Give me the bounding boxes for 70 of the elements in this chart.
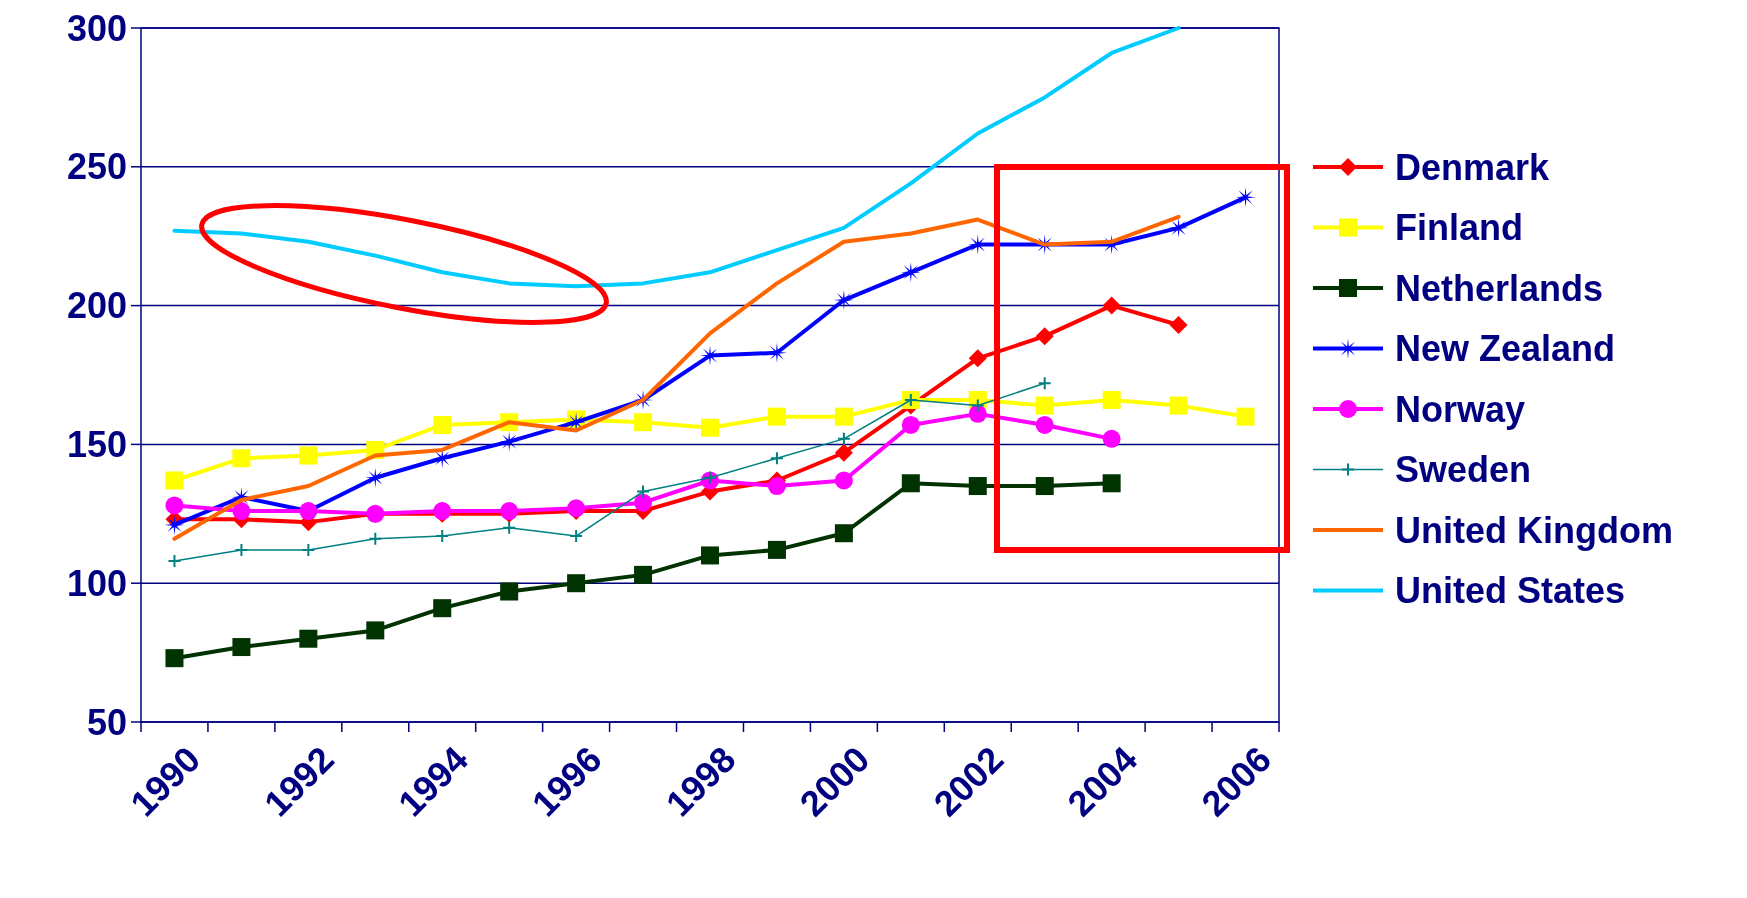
point bbox=[1038, 377, 1051, 390]
point bbox=[901, 415, 920, 434]
point bbox=[433, 599, 452, 618]
point bbox=[901, 474, 920, 493]
y-tick-label: 300 bbox=[66, 7, 127, 49]
point bbox=[834, 471, 853, 490]
point bbox=[1169, 396, 1188, 415]
point bbox=[369, 532, 382, 545]
point bbox=[701, 418, 719, 437]
point bbox=[834, 407, 853, 426]
point bbox=[365, 467, 386, 488]
point bbox=[968, 477, 987, 496]
point bbox=[1102, 296, 1121, 315]
line-series bbox=[172, 26, 1181, 289]
legend-label: Denmark bbox=[1395, 146, 1551, 188]
point bbox=[701, 546, 719, 565]
point bbox=[299, 446, 318, 465]
point bbox=[567, 574, 586, 593]
point bbox=[232, 449, 251, 468]
point bbox=[570, 530, 583, 543]
point bbox=[1102, 474, 1121, 493]
point bbox=[168, 554, 181, 567]
point bbox=[634, 493, 653, 512]
point bbox=[232, 638, 251, 657]
point bbox=[1102, 429, 1121, 448]
point bbox=[637, 485, 650, 498]
y-tick-label: 50 bbox=[86, 701, 127, 743]
point bbox=[366, 621, 385, 640]
y-tick-label: 200 bbox=[66, 285, 127, 327]
point bbox=[299, 629, 318, 648]
point bbox=[1035, 477, 1054, 496]
y-tick-label: 250 bbox=[66, 146, 127, 188]
point bbox=[834, 443, 853, 462]
y-tick-label: 150 bbox=[66, 424, 127, 465]
line-series bbox=[172, 214, 1181, 541]
point bbox=[837, 432, 850, 445]
point bbox=[968, 349, 987, 368]
point bbox=[767, 407, 786, 426]
point bbox=[500, 582, 519, 601]
point bbox=[1035, 396, 1054, 415]
legend-label: Norway bbox=[1395, 388, 1526, 430]
y-tick-label: 100 bbox=[66, 562, 127, 604]
legend-label: Sweden bbox=[1395, 449, 1532, 491]
point bbox=[503, 521, 516, 534]
legend-label: New Zealand bbox=[1395, 328, 1616, 370]
point bbox=[235, 543, 248, 556]
point bbox=[165, 496, 184, 515]
point bbox=[165, 649, 184, 668]
point bbox=[1236, 407, 1255, 426]
point bbox=[967, 234, 988, 255]
point bbox=[1035, 415, 1054, 434]
point bbox=[634, 413, 653, 432]
point bbox=[232, 502, 251, 521]
point bbox=[1169, 316, 1188, 335]
point bbox=[436, 530, 449, 543]
legend-label: United Kingdom bbox=[1395, 509, 1673, 551]
legend-label: Finland bbox=[1395, 207, 1523, 249]
legend-label: United States bbox=[1395, 570, 1626, 612]
point bbox=[1035, 327, 1054, 346]
point bbox=[1102, 390, 1121, 409]
point bbox=[767, 540, 786, 559]
point bbox=[767, 477, 786, 496]
point bbox=[770, 452, 783, 465]
point bbox=[165, 471, 184, 490]
point bbox=[302, 543, 315, 556]
point bbox=[433, 415, 452, 434]
point bbox=[834, 524, 853, 543]
point bbox=[1235, 187, 1256, 208]
point bbox=[634, 565, 653, 584]
legend-label: Netherlands bbox=[1395, 267, 1604, 309]
